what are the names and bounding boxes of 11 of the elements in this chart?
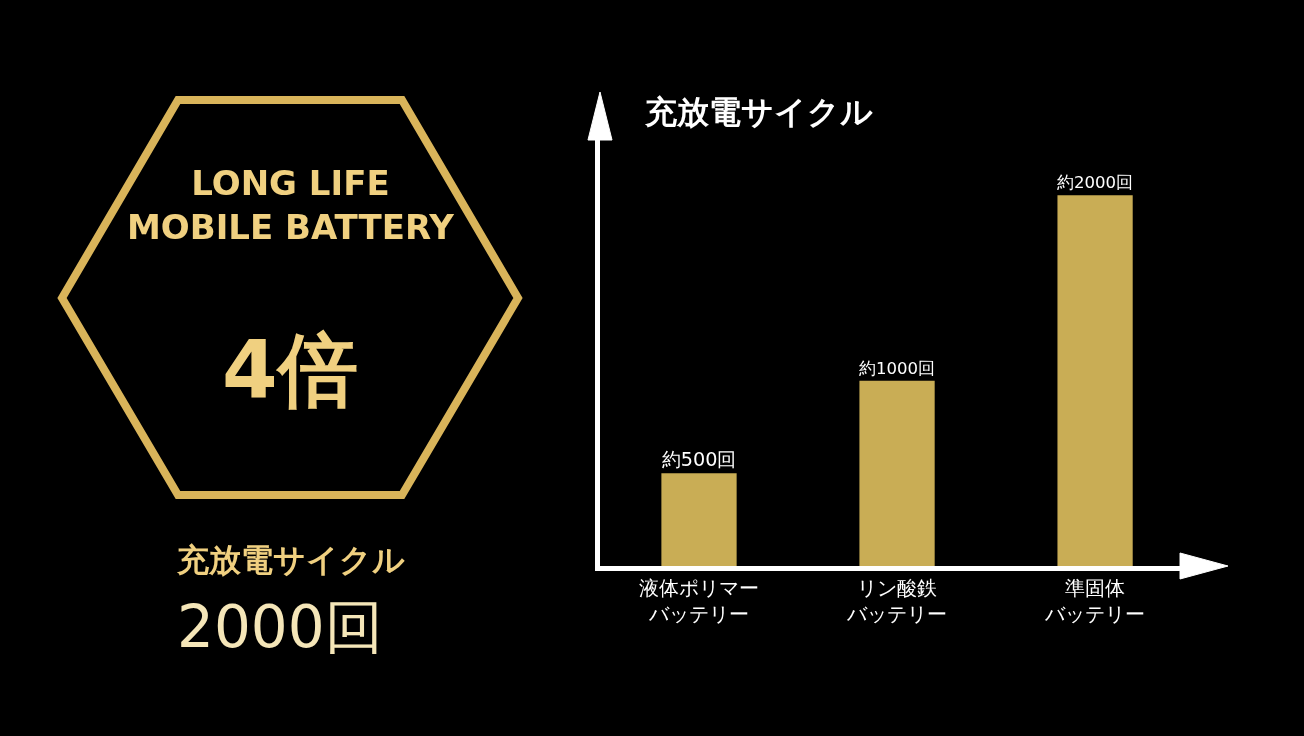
data-label: 約500回 <box>661 447 737 471</box>
data-label: 約1000回 <box>858 358 936 378</box>
text: 2000回 <box>177 593 383 661</box>
x-tick-label: 準固体バッテリー <box>1044 576 1146 626</box>
chart-title: 充放電サイクル <box>644 93 873 132</box>
x-tick-label: リン酸鉄バッテリー <box>846 576 948 626</box>
text: 充放電サイクル <box>176 541 405 579</box>
x-tick-label: 液体ポリマーバッテリー <box>639 576 760 626</box>
data-label: 約2000回 <box>1057 173 1134 193</box>
text: LONG LIFE MOBILE BATTERY <box>127 163 455 248</box>
text: 4倍 <box>222 324 358 417</box>
